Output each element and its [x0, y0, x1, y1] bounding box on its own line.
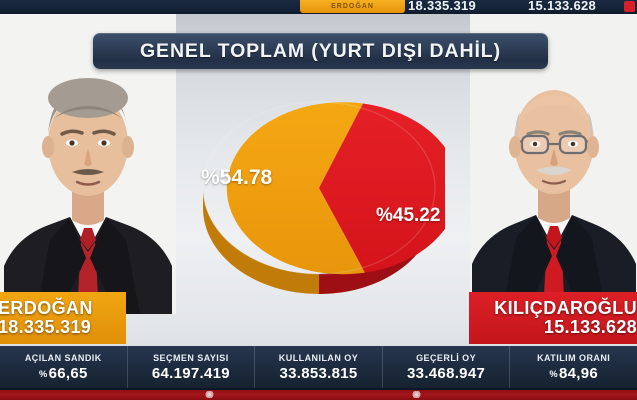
candidate-banner-erdogan: ERDOĞAN 18.335.319	[0, 292, 126, 344]
topbar-value-right: 15.133.628	[528, 0, 597, 13]
topbar-channel-logo	[624, 1, 635, 12]
stat-value: 64.197.419	[151, 364, 230, 382]
stat-value-text: 66,65	[48, 364, 88, 382]
stat-label: KULLANILAN OY	[278, 352, 359, 363]
bottom-red-strip	[0, 390, 637, 400]
stat-value: %84,96	[549, 365, 598, 382]
strip-marker	[412, 391, 421, 398]
percent-sign-icon: %	[549, 368, 558, 379]
pie-slice-label-kilicdaroglu: %45.22	[376, 205, 440, 227]
stat-label: GEÇERLİ OY	[416, 352, 477, 363]
page-title: GENEL TOPLAM (YURT DIŞI DAHİL)	[93, 33, 548, 69]
pie-label-kilicdaroglu-text: %45.22	[376, 205, 441, 226]
stat-value-text: 84,96	[558, 364, 598, 382]
candidate-votes-erdogan: 18.335.319	[0, 316, 92, 337]
topbar-value-left: 18.335.319	[408, 0, 477, 13]
pie-chart-svg	[202, 101, 445, 294]
pie-slice-label-erdogan: %54.78	[201, 166, 272, 190]
stat-value: %66,65	[39, 365, 88, 382]
top-broadcast-strip: ERDOĞAN 18.335.319 15.133.628	[0, 0, 637, 14]
page-title-text: GENEL TOPLAM (YURT DIŞI DAHİL)	[139, 39, 502, 62]
results-pie-chart: %54.78 %45.22	[193, 84, 445, 299]
stat-value: 33.853.815	[279, 364, 358, 382]
stat-katilim-orani: KATILIM ORANI %84,96	[510, 346, 637, 388]
topbar-tab-label: ERDOĞAN	[331, 3, 374, 10]
stat-acilan-sandik: AÇILAN SANDIK %66,65	[0, 346, 128, 388]
percent-sign-icon: %	[38, 368, 48, 379]
pie-label-erdogan-text: %54.78	[201, 166, 273, 189]
topbar-candidate-tab[interactable]: ERDOĞAN	[300, 0, 405, 13]
stat-label: AÇILAN SANDIK	[24, 352, 102, 363]
candidate-name-erdogan: ERDOĞAN	[0, 297, 93, 318]
candidate-banner-kilicdaroglu: KILIÇDAROĞLU 15.133.628	[469, 292, 637, 344]
candidate-name-kilicdaroglu: KILIÇDAROĞLU	[494, 297, 637, 318]
stat-secmen-sayisi: SEÇMEN SAYISI 64.197.419	[128, 346, 256, 388]
stat-label: SEÇMEN SAYISI	[153, 352, 229, 363]
stat-value: 33.468.947	[407, 364, 486, 382]
candidate-votes-kilicdaroglu: 15.133.628	[543, 316, 637, 337]
election-stats-bar: AÇILAN SANDIK %66,65 SEÇMEN SAYISI 64.19…	[0, 346, 637, 388]
stat-kullanilan-oy: KULLANILAN OY 33.853.815	[255, 346, 383, 388]
stat-gecerli-oy: GEÇERLİ OY 33.468.947	[383, 346, 511, 388]
stat-label: KATILIM ORANI	[537, 352, 611, 363]
strip-marker	[205, 391, 214, 398]
